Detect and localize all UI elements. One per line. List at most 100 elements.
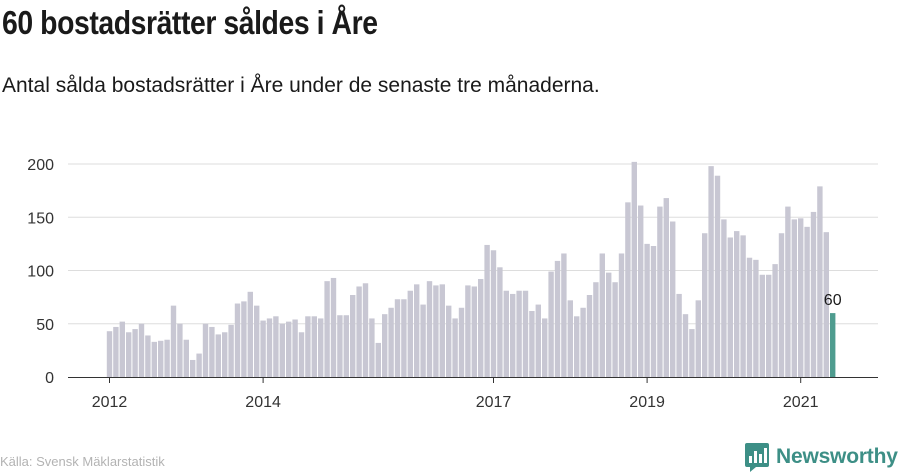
bar: [484, 244, 490, 377]
bar: [177, 323, 183, 377]
bar: [446, 305, 452, 377]
bar: [702, 233, 708, 377]
newsworthy-logo-icon: [745, 443, 769, 472]
bar: [305, 316, 311, 377]
bar: [241, 301, 247, 377]
bar: [548, 271, 554, 377]
bar: [375, 342, 381, 377]
x-tick-label: 2012: [92, 394, 128, 411]
bar: [714, 175, 721, 377]
bar: [260, 320, 266, 377]
bar: [740, 235, 746, 377]
bar: [567, 300, 573, 377]
y-tick-label: 150: [27, 210, 54, 227]
bar: [394, 299, 401, 377]
bar: [599, 253, 605, 377]
bar: [407, 290, 413, 377]
bar: [138, 323, 145, 377]
bar: [106, 331, 113, 377]
bar: [580, 307, 586, 377]
brand-name: Newsworthy: [776, 445, 898, 468]
bar: [817, 186, 823, 377]
bar: [510, 293, 516, 377]
bar: [426, 281, 433, 377]
bar: [330, 277, 337, 377]
bar: [734, 231, 740, 377]
bar: [202, 323, 209, 377]
y-axis-ticks: 0 50 100 150 200: [27, 157, 54, 387]
bar: [663, 198, 669, 377]
bar: [266, 318, 273, 377]
bar: [689, 329, 695, 377]
bar: [362, 283, 369, 377]
bar: [311, 316, 317, 377]
bar: [324, 281, 330, 377]
bar: [196, 353, 202, 377]
bar: [209, 326, 215, 377]
bar: [644, 243, 650, 377]
bar: [631, 161, 637, 377]
bar: [746, 257, 753, 377]
bar: [625, 202, 631, 377]
bar: [254, 305, 260, 377]
bar: [286, 321, 292, 377]
x-axis-ticks: 2012 2014 2017 2019 2021: [92, 377, 819, 411]
data-labels: 60: [824, 292, 842, 309]
bar: [529, 310, 535, 377]
source-note: Källa: Svensk Mäklarstatistik: [0, 454, 165, 469]
bar: [682, 314, 689, 377]
bar: [234, 303, 241, 377]
bar: [823, 232, 829, 377]
bar: [190, 359, 196, 377]
chart-subtitle: Antal sålda bostadsrätter i Åre under de…: [2, 74, 600, 97]
bar: [126, 332, 132, 377]
bar: [574, 316, 580, 377]
bar: [439, 284, 445, 377]
bar: [471, 286, 477, 377]
bar: [433, 285, 439, 377]
bar: [670, 221, 676, 377]
bar: [119, 321, 125, 377]
bar: [759, 274, 765, 377]
bar: [382, 314, 388, 377]
bar: [215, 334, 221, 377]
y-tick-label: 0: [45, 370, 54, 387]
bar: [318, 318, 324, 377]
bar: [490, 250, 497, 377]
bar: [183, 339, 189, 377]
bar: [522, 290, 529, 377]
bar: [113, 326, 119, 377]
bar: [414, 284, 420, 377]
brand-logo[interactable]: Newsworthy: [744, 441, 898, 473]
bar: [804, 226, 810, 377]
bar: [791, 219, 797, 377]
bar: [356, 286, 362, 377]
bar: [753, 259, 759, 377]
y-tick-label: 100: [27, 264, 54, 281]
bar: [158, 340, 164, 377]
bar: [810, 211, 817, 377]
bar: [778, 233, 785, 377]
bar: [343, 315, 349, 377]
bar: [695, 300, 701, 377]
bar: [542, 318, 548, 377]
bar: [369, 318, 375, 377]
bar: [657, 206, 663, 377]
y-tick-label: 200: [27, 157, 54, 174]
bar: [247, 291, 253, 377]
x-tick-label: 2014: [245, 394, 281, 411]
bar: [561, 253, 567, 377]
bars: [106, 161, 836, 377]
x-tick-label: 2017: [476, 394, 512, 411]
bar: [798, 218, 804, 377]
bar-chart: 0 50 100 150 200 2012 2014 2017 2019 2021 60: [27, 157, 878, 411]
bar: [350, 294, 356, 377]
bar: [503, 290, 509, 377]
bar: [151, 341, 157, 377]
y-tick-label: 50: [36, 317, 54, 334]
bar: [772, 264, 778, 377]
bar: [676, 293, 682, 377]
bar: [279, 323, 285, 377]
bar: [478, 279, 484, 377]
bar: [638, 205, 644, 377]
